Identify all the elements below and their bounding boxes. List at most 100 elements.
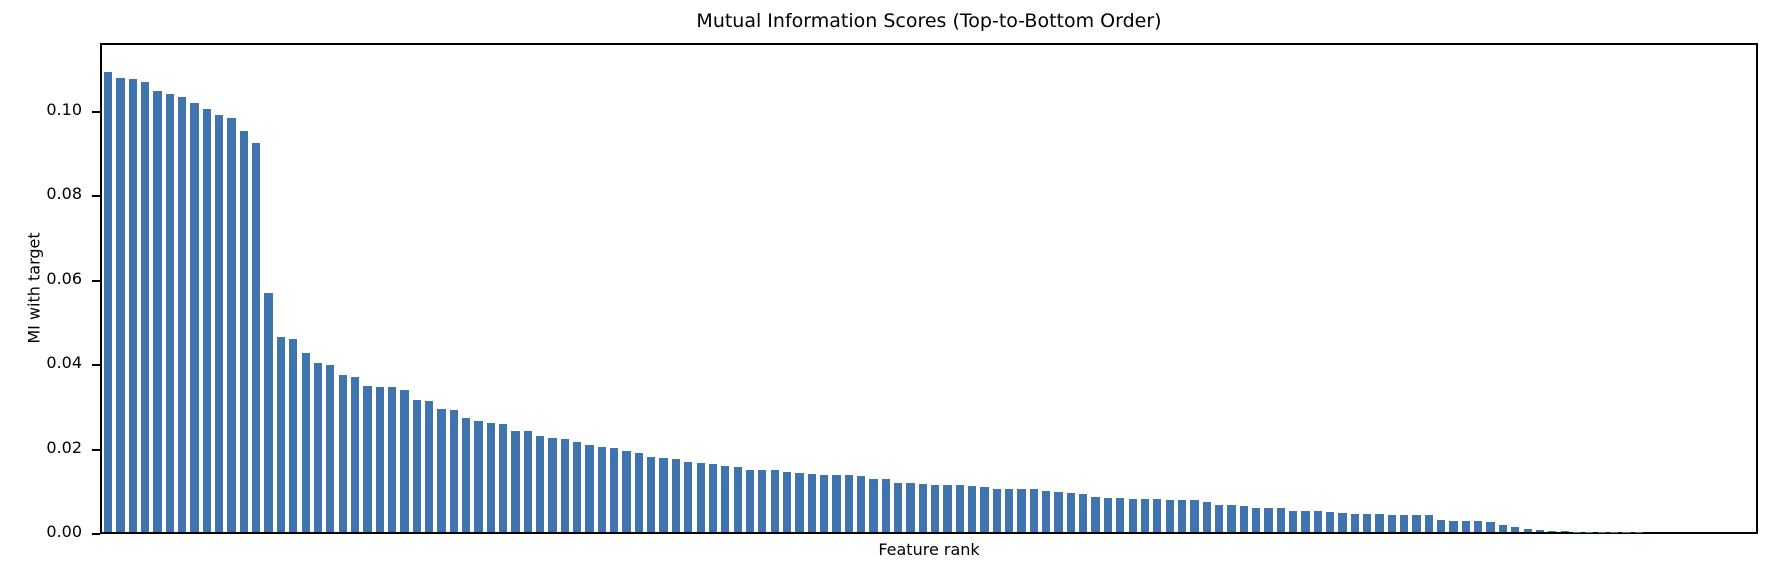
bar bbox=[1116, 498, 1125, 532]
bar bbox=[239, 130, 249, 532]
bar bbox=[461, 417, 471, 532]
bar bbox=[1091, 496, 1100, 532]
bar bbox=[1239, 505, 1248, 532]
bar bbox=[1079, 493, 1088, 532]
bar bbox=[1177, 499, 1187, 532]
bar bbox=[486, 423, 495, 532]
bar bbox=[955, 485, 964, 532]
chart-title: Mutual Information Scores (Top-to-Bottom… bbox=[696, 10, 1162, 32]
bar bbox=[1140, 499, 1150, 532]
bar bbox=[301, 353, 310, 532]
y-tick-label: 0.02 bbox=[46, 437, 82, 457]
bar bbox=[1412, 515, 1421, 532]
bar bbox=[338, 375, 347, 532]
bar bbox=[671, 459, 681, 532]
bar bbox=[980, 486, 989, 532]
plot-area bbox=[92, 43, 1758, 535]
bar bbox=[1276, 507, 1285, 532]
y-tick-label: 0.00 bbox=[46, 522, 82, 541]
bar bbox=[1264, 507, 1273, 532]
bar bbox=[141, 81, 150, 532]
bar bbox=[1387, 514, 1396, 532]
bar bbox=[104, 72, 113, 532]
bar bbox=[313, 363, 323, 532]
bar bbox=[560, 439, 569, 532]
bar bbox=[1363, 514, 1372, 532]
bar bbox=[918, 484, 927, 532]
bar bbox=[745, 469, 755, 532]
y-tick-mark bbox=[92, 279, 100, 282]
bar bbox=[869, 478, 878, 532]
bar bbox=[943, 484, 952, 532]
bar bbox=[1350, 513, 1359, 532]
bar bbox=[573, 441, 582, 532]
bar bbox=[1103, 497, 1113, 532]
y-tick-label: 0.06 bbox=[46, 268, 82, 288]
bar bbox=[597, 447, 607, 532]
bar bbox=[252, 143, 261, 532]
bar bbox=[1153, 499, 1162, 532]
bar bbox=[1029, 488, 1039, 532]
bar bbox=[1165, 499, 1174, 532]
bar bbox=[1202, 501, 1211, 532]
bar bbox=[807, 474, 816, 532]
bar bbox=[400, 390, 409, 532]
bar bbox=[499, 423, 508, 532]
bar bbox=[264, 293, 273, 532]
bar bbox=[1214, 504, 1224, 532]
bar bbox=[1017, 488, 1026, 532]
y-tick-mark bbox=[92, 195, 100, 198]
bar bbox=[1227, 504, 1236, 532]
y-tick-label: 0.10 bbox=[46, 99, 82, 119]
bar bbox=[1326, 512, 1335, 532]
bar bbox=[819, 474, 829, 532]
bar bbox=[647, 456, 656, 532]
bar bbox=[1511, 527, 1520, 532]
bar bbox=[449, 410, 458, 532]
bar bbox=[622, 450, 631, 532]
bar bbox=[165, 94, 175, 532]
bar bbox=[1560, 531, 1569, 532]
bar bbox=[375, 386, 384, 532]
bar bbox=[1251, 507, 1261, 532]
bar bbox=[931, 484, 940, 532]
bar bbox=[1523, 529, 1532, 532]
bar bbox=[412, 399, 421, 532]
bar bbox=[178, 96, 187, 532]
bar bbox=[844, 475, 853, 532]
bar bbox=[1190, 500, 1199, 532]
bar bbox=[1548, 531, 1557, 532]
bar bbox=[1301, 511, 1310, 532]
bar bbox=[424, 400, 434, 532]
bar bbox=[696, 462, 705, 532]
y-tick-label: 0.04 bbox=[46, 353, 82, 373]
bar bbox=[1005, 488, 1014, 532]
bar bbox=[795, 472, 804, 532]
bar bbox=[634, 453, 644, 532]
bar bbox=[1437, 520, 1446, 532]
bar bbox=[733, 467, 742, 532]
bar bbox=[1449, 520, 1458, 532]
bar bbox=[585, 444, 594, 532]
bar bbox=[548, 438, 557, 532]
y-tick-mark bbox=[92, 448, 100, 451]
bar bbox=[276, 336, 286, 532]
y-tick-label: 0.08 bbox=[46, 184, 82, 204]
bar bbox=[1288, 510, 1298, 532]
bar bbox=[227, 117, 236, 532]
bar bbox=[1313, 511, 1322, 532]
bar bbox=[190, 103, 199, 532]
bar bbox=[1128, 499, 1137, 532]
bar bbox=[758, 469, 767, 532]
bar bbox=[474, 420, 483, 532]
bar bbox=[832, 474, 841, 532]
bar bbox=[1474, 521, 1483, 532]
bar bbox=[684, 462, 693, 532]
bar bbox=[1498, 525, 1508, 532]
bar bbox=[1535, 530, 1545, 532]
bar bbox=[1338, 513, 1347, 532]
bar bbox=[387, 387, 397, 532]
bar bbox=[1042, 490, 1051, 532]
bar bbox=[1375, 514, 1384, 532]
